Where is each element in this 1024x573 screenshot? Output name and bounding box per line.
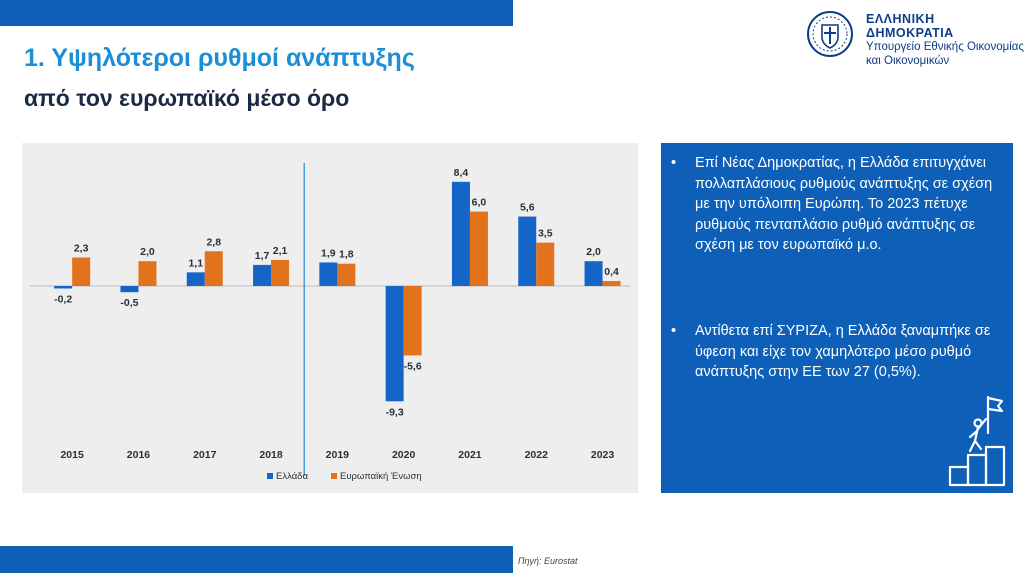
top-accent-bar [0,0,513,26]
eu-bar-2021 [469,211,488,286]
eu-value-label-2022: 3,5 [538,228,553,240]
ministry-line-3: και Οικονομικών [866,55,950,67]
greece-value-label-2022: 5,6 [520,202,535,214]
eu-value-label-2020: -5,6 [404,360,422,372]
eu-value-label-2018: 2,1 [273,245,288,257]
greece-bar-2021 [451,181,470,286]
climber-flag-icon [948,395,1006,487]
ministry-line-2: Υπουργείο Εθνικής Οικονομίας [866,41,1024,53]
x-tick-label-2018: 2018 [259,449,283,461]
info-panel: • Επί Νέας Δημοκρατίας, η Ελλάδα επιτυγχ… [661,143,1013,493]
x-tick-label-2023: 2023 [591,449,615,461]
bullet-marker: • [671,323,677,339]
greece-value-label-2018: 1,7 [255,250,270,262]
eu-bar-2018 [271,259,290,286]
greece-bar-2016 [120,286,139,293]
coat-of-arms-icon [807,11,853,57]
greece-bar-2022 [518,216,537,286]
growth-bar-chart: -0,2 2,3 2015 -0,5 2,0 2016 1,12,8 2017 1,7 2,1 20… [30,163,630,482]
source-note: Πηγή: Eurostat [518,556,578,566]
eu-value-label-2017: 2,8 [206,236,221,248]
greece-value-label-2015: -0,2 [54,293,72,305]
eu-value-label-2015: 2,3 [74,242,89,254]
eu-value-label-2016: 2,0 [140,246,155,258]
x-tick-label-2016: 2016 [127,449,151,461]
eu-bar-2015 [72,257,91,286]
eu-bar-2020 [403,286,422,356]
greece-bar-2023 [584,261,603,286]
slide-subtitle: από τον ευρωπαϊκό μέσο όρο [24,85,350,111]
ministry-name: ΕΛΛΗΝΙΚΗ ΔΗΜΟΚΡΑΤΙΑ Υπουργείο Εθνικής Οι… [866,12,1024,68]
greece-value-label-2017: 1,1 [188,257,203,269]
bullet-text: Επί Νέας Δημοκρατίας, η Ελλάδα επιτυγχάν… [695,155,993,253]
chart-panel: -0,2 2,3 2015 -0,5 2,0 2016 1,1 2,8 2017 1,7 2,1 20… [22,143,638,493]
x-tick-label-2017: 2017 [193,449,217,461]
legend-swatch-eu [331,473,337,479]
greece-bar-2019 [319,262,338,286]
eu-bar-2023 [602,281,621,286]
eu-bar-2019 [337,263,356,286]
legend-label-eu: Ευρωπαϊκή Ένωση [340,471,422,482]
x-tick-label-2020: 2020 [392,449,416,461]
x-tick-label-2022: 2022 [525,449,549,461]
slide-title: 1. Υψηλότεροι ρυθμοί ανάπτυξης [24,44,415,72]
greece-value-label-2023: 2,0 [586,246,601,258]
eu-value-label-2023: 0,4 [604,266,619,278]
greece-bar-2020 [385,286,404,402]
bullet-text: Αντίθετα επί ΣΥΡΙΖΑ, η Ελλάδα ξαναμπήκε … [695,323,991,380]
legend-swatch-greece [267,473,273,479]
greece-value-label-2021: 8,4 [454,167,469,179]
eu-bar-2016 [138,261,157,286]
x-tick-label-2019: 2019 [326,449,350,461]
bottom-accent-bar [0,546,513,573]
bullet-marker: • [671,155,677,171]
eu-bar-2022 [536,242,555,286]
x-tick-label-2015: 2015 [60,449,84,461]
ministry-line-1: ΕΛΛΗΝΙΚΗ ΔΗΜΟΚΡΑΤΙΑ [866,12,954,40]
greece-bar-2015 [54,286,73,289]
x-tick-label-2021: 2021 [458,449,482,461]
eu-value-label-2019: 1,8 [339,249,354,261]
greece-bar-2017 [186,272,205,286]
greece-value-label-2020: -9,3 [386,406,404,418]
greece-value-label-2019: 1,9 [321,247,336,259]
legend-label-greece: Ελλάδα [276,471,308,482]
eu-value-label-2021: 6,0 [472,197,487,209]
greece-value-label-2016: -0,5 [120,297,138,309]
eu-bar-2017 [204,251,223,286]
greece-bar-2018 [253,264,272,286]
